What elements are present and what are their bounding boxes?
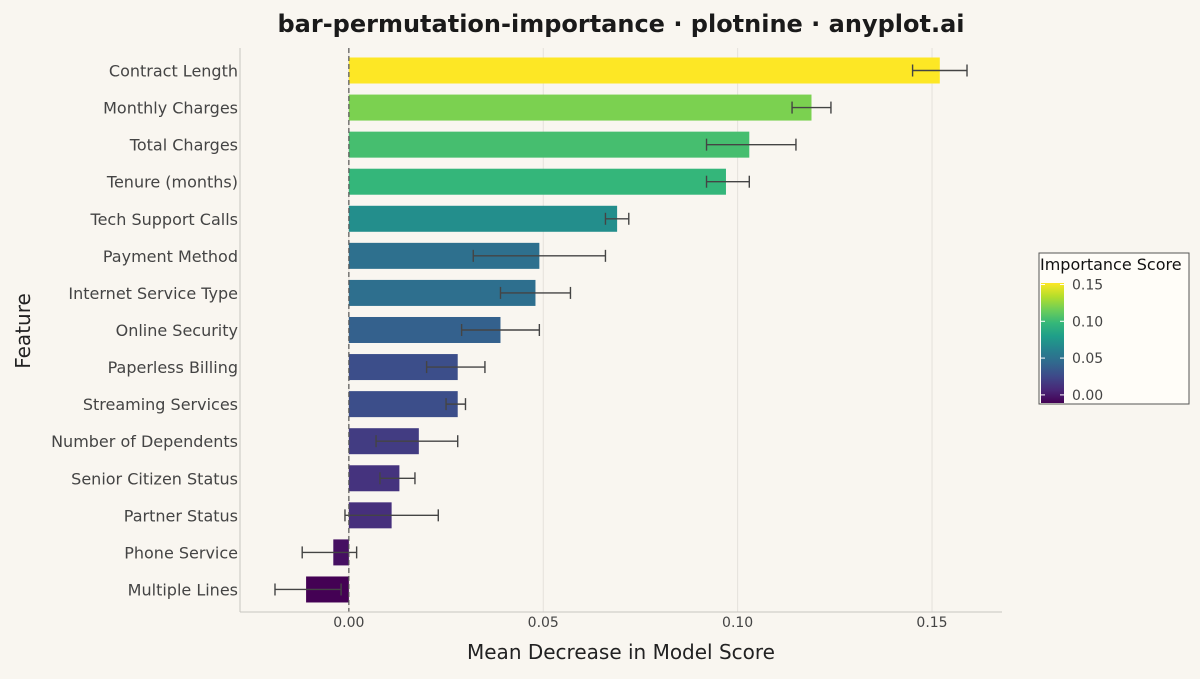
x-tick-label: 0.10 (722, 615, 753, 631)
y-tick-label: Total Charges (129, 136, 238, 155)
error-bar (375, 435, 459, 448)
y-tick-label: Paperless Billing (108, 358, 238, 377)
y-tick-label: Monthly Charges (103, 99, 238, 118)
bar-monthly-charges (348, 94, 812, 121)
y-tick-label: Number of Dependents (51, 432, 238, 451)
error-bar (911, 64, 968, 77)
error-bar (472, 249, 607, 262)
bar-total-charges (348, 131, 750, 158)
bar-contract-length (348, 57, 940, 84)
error-bar (499, 286, 572, 299)
y-tick-label: Senior Citizen Status (71, 469, 238, 488)
error-bar (425, 361, 486, 374)
axes-layer: Contract Length Monthly Charges Total Char… (51, 48, 1002, 631)
y-tick-label: Internet Service Type (68, 284, 238, 303)
error-bar (705, 175, 750, 188)
bar-tech-support-calls (348, 205, 618, 232)
legend-title: Importance Score (1040, 255, 1182, 274)
colorbar-tick-label: 0.05 (1072, 351, 1103, 367)
colorbar-gradient (1041, 283, 1064, 403)
chart-title: bar-permutation-importance · plotnine · … (278, 10, 965, 38)
colorbar-tick-label: 0.00 (1072, 388, 1103, 404)
bar-tenure-months (348, 168, 726, 195)
colorbar-tick-label: 0.15 (1072, 277, 1103, 293)
y-tick-label: Online Security (116, 321, 238, 340)
error-bar (445, 398, 467, 411)
error-bar (379, 472, 416, 485)
colorbar-legend: Importance Score 0.00 0.05 0.10 0.15 (1038, 252, 1190, 405)
error-bar (791, 101, 832, 114)
x-tick-label: 0.00 (333, 615, 364, 631)
y-tick-label: Contract Length (109, 62, 238, 81)
y-tick-label: Tech Support Calls (90, 210, 238, 229)
error-bar (301, 546, 358, 559)
error-bar (604, 212, 630, 225)
error-bar (460, 323, 541, 336)
y-tick-label: Tenure (months) (106, 173, 238, 192)
y-tick-label: Partner Status (124, 506, 238, 525)
errorbar-layer (274, 64, 968, 596)
colorbar-tick-label: 0.10 (1072, 314, 1103, 330)
bars-layer (306, 57, 940, 603)
y-tick-label: Payment Method (103, 247, 238, 266)
y-tick-label: Multiple Lines (128, 580, 238, 599)
y-tick-label: Phone Service (124, 543, 238, 562)
error-bar (705, 138, 797, 151)
x-tick-label: 0.05 (528, 615, 559, 631)
y-axis-label: Feature (11, 293, 35, 369)
x-tick-label: 0.15 (916, 615, 947, 631)
error-bar (274, 583, 342, 596)
y-tick-label: Streaming Services (83, 395, 238, 414)
error-bar (344, 509, 439, 522)
x-axis-label: Mean Decrease in Model Score (467, 640, 775, 664)
bar-streaming-services (348, 391, 458, 418)
